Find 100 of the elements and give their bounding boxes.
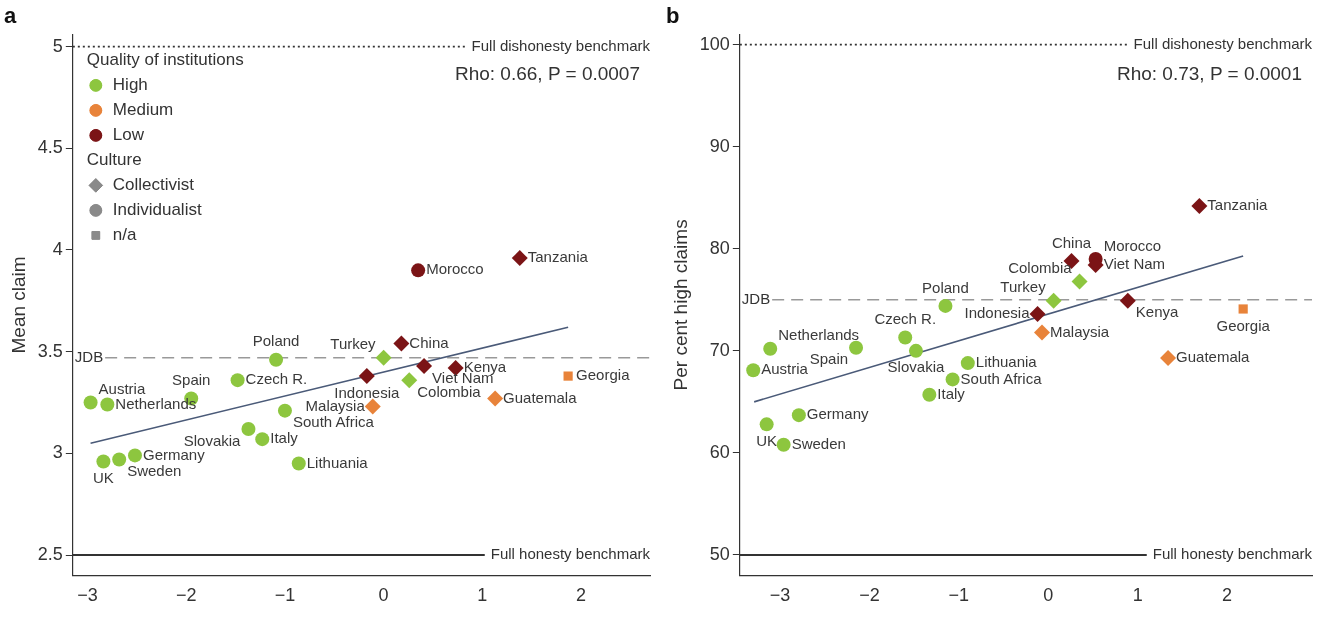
annotation: Georgia <box>1216 316 1271 334</box>
annotation: China <box>409 333 450 351</box>
point <box>127 448 142 463</box>
annotation: UK <box>756 431 778 449</box>
annotation: Malaysia <box>1050 322 1110 340</box>
point <box>1034 324 1051 341</box>
point <box>791 408 806 423</box>
y-axis-title: Per cent high claims <box>669 219 691 391</box>
annotation: Rho: 0.66, P = 0.0007 <box>454 62 640 84</box>
point <box>746 363 761 378</box>
annotation: Lithuania <box>975 353 1038 371</box>
annotation: Spain <box>172 371 211 389</box>
annotation: Tanzania <box>1207 196 1269 214</box>
point <box>1045 292 1062 309</box>
point <box>255 432 270 447</box>
x-tick-label: −3 <box>769 585 791 606</box>
annotation: Sweden <box>127 462 182 480</box>
annotation: Netherlands <box>778 326 860 344</box>
x-tick-label: 0 <box>378 585 389 606</box>
x-tick-label: 0 <box>1043 585 1054 606</box>
annotation: Poland <box>252 332 300 350</box>
y-tick-label: 2.5 <box>37 544 63 565</box>
y-axis-title: Mean claim <box>7 256 29 354</box>
point <box>393 335 410 352</box>
y-tick-label: 60 <box>709 441 730 462</box>
point <box>938 298 953 313</box>
x-tick-label: −1 <box>948 585 970 606</box>
annotation: Poland <box>922 278 969 296</box>
point <box>776 437 791 452</box>
legend-label: Medium <box>112 100 174 120</box>
annotation: Kenya <box>1135 303 1180 321</box>
annotation: Indonesia <box>334 383 401 401</box>
x-tick-label: 2 <box>1222 585 1233 606</box>
annotation: Czech R. <box>874 310 937 328</box>
y-tick-label: 100 <box>699 33 730 54</box>
x-tick-label: −3 <box>77 585 98 606</box>
point <box>763 341 778 356</box>
annotation: Morocco <box>426 260 484 278</box>
annotation: Georgia <box>576 366 631 384</box>
y-tick-label: 70 <box>709 339 730 360</box>
annotation: China <box>1051 233 1092 251</box>
point <box>83 395 98 410</box>
ref-line-label: JDB <box>741 289 771 307</box>
point <box>277 403 292 418</box>
point <box>269 352 284 367</box>
annotation: Guatemala <box>503 388 578 406</box>
point <box>358 368 375 385</box>
text: Quality of institutions <box>86 50 244 70</box>
point <box>849 340 864 355</box>
point <box>411 263 426 278</box>
y-tick-label: 3.5 <box>37 340 63 361</box>
point <box>1071 273 1088 290</box>
annotation: Turkey <box>1000 278 1047 296</box>
annotation: Austria <box>761 360 809 378</box>
point <box>511 250 528 267</box>
annotation: Colombia <box>1008 259 1073 277</box>
annotation: UK <box>92 469 114 487</box>
point <box>759 417 774 432</box>
point <box>898 330 913 345</box>
annotation: Morocco <box>1103 236 1162 254</box>
x-tick-label: 2 <box>575 585 586 606</box>
annotation: Rho: 0.73, P = 0.0001 <box>1116 62 1302 84</box>
point <box>375 349 392 366</box>
annotation: Sweden <box>791 434 846 452</box>
annotation: Viet Nam <box>1103 255 1166 273</box>
point <box>401 372 418 389</box>
x-tick-label: 1 <box>477 585 488 606</box>
point <box>908 343 923 358</box>
ref-line-label: Full honesty benchmark <box>1152 545 1313 563</box>
ref-line-label: Full dishonesty benchmark <box>471 36 651 54</box>
y-tick-label: 5 <box>52 35 63 56</box>
point <box>112 452 127 467</box>
annotation: South Africa <box>960 369 1043 387</box>
point <box>1191 197 1208 214</box>
point <box>563 371 573 381</box>
ref-line-label: Full dishonesty benchmark <box>1133 34 1313 52</box>
legend-label: High <box>112 75 148 95</box>
x-tick-label: −1 <box>274 585 296 606</box>
y-tick-label: 50 <box>709 543 730 564</box>
annotation: Turkey <box>330 335 377 353</box>
point <box>487 390 504 407</box>
y-tick-label: 80 <box>709 237 730 258</box>
point <box>922 387 937 402</box>
text: Culture <box>86 150 142 170</box>
point <box>1160 349 1177 366</box>
annotation: Guatemala <box>1176 348 1251 366</box>
point <box>230 373 245 388</box>
ref-line-label: Full honesty benchmark <box>490 545 651 563</box>
chart-title: a <box>4 3 17 29</box>
y-tick-label: 4.5 <box>37 137 63 158</box>
ref-line-label: JDB <box>74 347 104 365</box>
point <box>1119 292 1136 309</box>
annotation: Italy <box>270 429 299 447</box>
point <box>416 357 433 374</box>
point <box>960 356 975 371</box>
chart-title: b <box>666 3 680 29</box>
point <box>241 421 256 436</box>
legend-label: Individualist <box>112 200 202 220</box>
x-tick-label: −2 <box>176 585 197 606</box>
y-tick-label: 4 <box>52 238 63 259</box>
